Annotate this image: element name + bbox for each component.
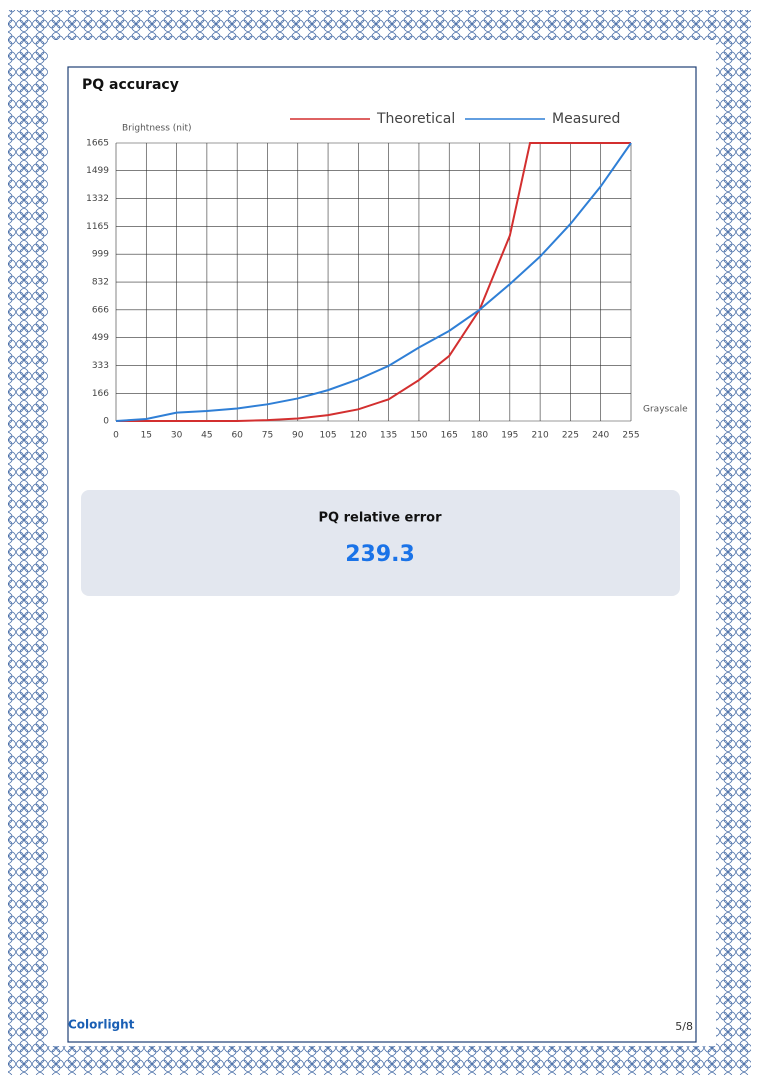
x-tick-label: 90 [292, 431, 304, 441]
x-tick-label: 45 [201, 431, 212, 441]
footer-brand: Colorlight [68, 1018, 135, 1032]
chart: 0 166 333 499 666 832 999 1165 1332 1499 1665 0 15 30… [86, 111, 640, 441]
y-tick-label: 499 [92, 333, 109, 343]
y-tick-label: 333 [92, 361, 109, 371]
x-tick-label: 240 [592, 431, 609, 441]
error-panel [81, 490, 680, 596]
x-tick-label: 210 [532, 431, 549, 441]
x-axis-label: Grayscale [643, 405, 688, 415]
x-tick-label: 225 [562, 431, 579, 441]
y-tick-label: 1332 [86, 194, 109, 204]
legend-label: Theoretical [376, 111, 455, 127]
x-tick-label: 120 [350, 431, 367, 441]
x-tick-label: 15 [141, 431, 152, 441]
chart-title: PQ accuracy [82, 77, 179, 93]
y-tick-label: 1499 [86, 166, 109, 176]
x-tick-label: 195 [501, 431, 518, 441]
x-tick-label: 75 [262, 431, 273, 441]
y-tick-label: 1665 [86, 139, 109, 149]
y-tick-label: 832 [92, 278, 109, 288]
y-tick-label: 0 [103, 417, 109, 427]
y-tick-label: 666 [92, 305, 109, 315]
x-tick-label: 105 [319, 431, 336, 441]
error-label: PQ relative error [318, 511, 442, 526]
x-tick-label: 255 [622, 431, 639, 441]
y-tick-label: 1165 [86, 222, 109, 232]
error-value: 239.3 [345, 542, 415, 567]
series-line [116, 142, 631, 422]
y-tick-label: 166 [92, 389, 109, 399]
x-tick-label: 60 [231, 431, 243, 441]
x-tick-label: 180 [471, 431, 488, 441]
x-tick-label: 165 [441, 431, 458, 441]
footer-page: 5/8 [675, 1020, 693, 1033]
x-tick-label: 0 [113, 431, 119, 441]
legend-label: Measured [552, 111, 620, 127]
x-tick-label: 30 [171, 431, 183, 441]
series-line [115, 142, 632, 422]
x-tick-label: 135 [380, 431, 397, 441]
y-axis-label: Brightness (nit) [122, 124, 192, 134]
page-frame [67, 66, 697, 1043]
x-tick-label: 150 [410, 431, 427, 441]
y-tick-label: 999 [92, 250, 109, 260]
